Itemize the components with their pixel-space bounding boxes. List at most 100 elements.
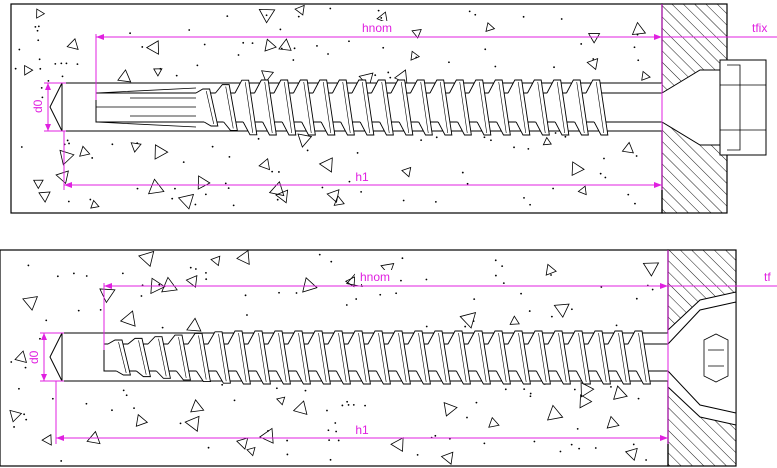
aggregate-dot — [416, 453, 419, 456]
thread-flight-edge — [517, 81, 527, 134]
aggregate-dot — [502, 282, 505, 285]
aggregate-dot — [51, 397, 54, 400]
thread-flight-edge — [459, 81, 468, 134]
thread-flight — [407, 330, 431, 385]
aggregate-stone — [99, 288, 116, 304]
aggregate-stone — [440, 451, 454, 465]
aggregate-dot — [174, 187, 176, 190]
aggregate-dot — [67, 200, 70, 203]
thread-flight-edge — [598, 332, 607, 383]
aggregate-dot — [348, 40, 350, 43]
aggregate-dot — [464, 325, 467, 328]
aggregate-stone — [278, 38, 292, 51]
aggregate-dot — [91, 157, 94, 159]
aggregate-dot — [327, 429, 330, 432]
thread-flight — [207, 331, 231, 384]
aggregate-dot — [39, 67, 42, 70]
thread-flight — [227, 330, 251, 385]
aggregate-dot — [576, 427, 579, 430]
top-h1-arrow-left — [64, 182, 72, 188]
aggregate-dot — [77, 309, 80, 312]
aggregate-dot — [20, 146, 23, 148]
thread-flight-edge — [264, 81, 273, 134]
aggregate-dot — [36, 29, 39, 32]
aggregate-dot — [54, 63, 57, 65]
aggregate-stone — [9, 409, 23, 423]
aggregate-stone — [294, 4, 305, 16]
bottom-figure: hnom tf h1 d0 — [0, 249, 777, 467]
aggregate-dot — [224, 182, 227, 185]
aggregate-stone — [275, 189, 289, 204]
aggregate-dot — [242, 41, 245, 44]
aggregate-stone — [246, 446, 256, 457]
aggregate-dot — [387, 71, 390, 74]
aggregate-dot — [278, 291, 280, 294]
aggregate-stone — [410, 50, 421, 61]
aggregate-dot — [494, 65, 497, 68]
thread-flight-edge — [218, 333, 227, 382]
aggregate-dot — [522, 15, 525, 18]
aggregate-dot — [330, 260, 333, 263]
bottom-screw-threads — [107, 330, 651, 385]
aggregate-dot — [564, 135, 567, 138]
aggregate-stone — [326, 189, 340, 204]
aggregate-dot — [528, 310, 531, 312]
top-hnom-label-bg — [358, 21, 396, 35]
thread-flight — [387, 330, 411, 385]
aggregate-stone — [41, 434, 52, 446]
aggregate-dot — [329, 458, 332, 461]
thread-flight — [273, 79, 297, 136]
aggregate-dot — [111, 409, 113, 412]
thread-flight-edge — [303, 81, 312, 134]
aggregate-stone — [275, 396, 286, 406]
thread-flight-edge — [378, 332, 387, 383]
aggregate-dot — [279, 28, 282, 31]
top-screw-hex-head — [719, 59, 767, 156]
aggregate-dot — [207, 446, 210, 449]
bottom-d0-arrow-bottom — [41, 374, 47, 381]
bottom-hnom-arrow-left — [104, 283, 112, 289]
top-drill-tip — [49, 82, 63, 132]
aggregate-stone — [90, 199, 100, 209]
aggregate-stone — [14, 350, 28, 364]
aggregate-stone — [130, 142, 142, 153]
aggregate-dot — [610, 385, 612, 388]
top-figure: hnom tfix h1 d0 — [10, 3, 777, 214]
aggregate-stone — [509, 315, 520, 325]
aggregate-dot — [129, 32, 131, 35]
aggregate-dot — [434, 434, 437, 437]
aggregate-stone — [236, 437, 249, 450]
aggregate-dot — [286, 439, 289, 442]
top-hnom-label: hnom — [362, 21, 392, 35]
bottom-torx-recess — [703, 333, 729, 383]
thread-flight — [488, 79, 511, 136]
aggregate-dot — [603, 157, 605, 160]
aggregate-stone — [542, 136, 552, 146]
aggregate-dot — [257, 137, 260, 140]
thread-flight — [527, 330, 551, 385]
thread-flight-edge — [138, 340, 147, 375]
aggregate-stone — [154, 144, 169, 160]
aggregate-dot — [233, 399, 236, 402]
thread-flight-edge — [458, 332, 467, 383]
aggregate-dot — [434, 200, 437, 203]
thread-flight-edge — [358, 332, 367, 383]
aggregate-dot — [158, 283, 161, 286]
aggregate-dot — [286, 453, 289, 456]
aggregate-dot — [65, 62, 68, 65]
aggregate-stone — [210, 255, 221, 267]
aggregate-stone — [268, 180, 285, 197]
thread-flight-edge — [258, 332, 267, 383]
aggregate-dot — [501, 265, 504, 267]
aggregate-dot — [570, 308, 573, 311]
aggregate-dot — [60, 460, 63, 462]
thread-flight — [267, 330, 291, 385]
aggregate-stone — [547, 404, 564, 421]
aggregate-dot — [420, 139, 423, 142]
aggregate-stone — [186, 317, 202, 332]
aggregate-dot — [347, 404, 350, 406]
aggregate-dot — [341, 404, 344, 407]
aggregate-dot — [570, 443, 573, 446]
thread-flight — [332, 79, 355, 136]
aggregate-dot — [425, 325, 428, 328]
